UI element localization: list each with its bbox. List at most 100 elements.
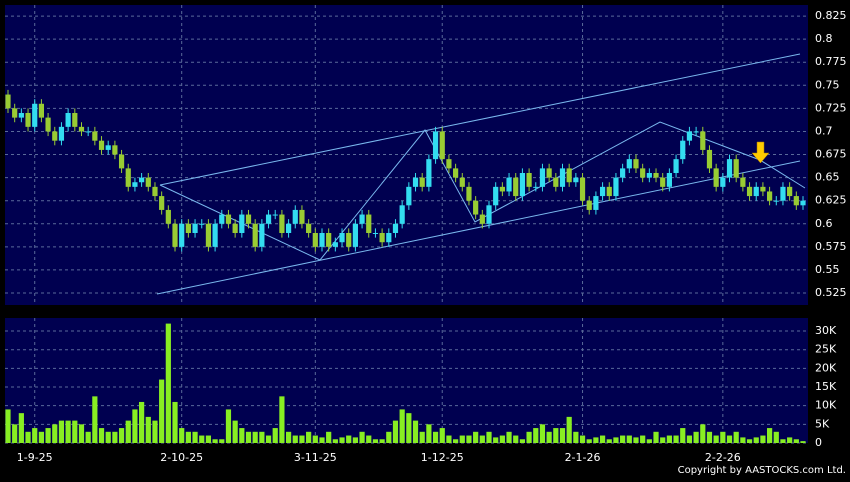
candle-body bbox=[666, 173, 672, 187]
volume-bar bbox=[65, 420, 71, 443]
x-tick-label: 2-2-26 bbox=[705, 451, 741, 464]
volume-bar bbox=[486, 431, 492, 443]
candle-body bbox=[626, 159, 632, 169]
candle-body bbox=[25, 113, 31, 127]
volume-bar bbox=[406, 413, 412, 443]
volume-bar bbox=[613, 437, 619, 443]
candle-body bbox=[720, 177, 726, 187]
candle-body bbox=[379, 233, 385, 243]
volume-bar bbox=[245, 431, 252, 443]
volume-bar bbox=[566, 416, 572, 443]
volume-tick-label: 20K bbox=[815, 361, 837, 374]
volume-bar bbox=[700, 424, 706, 443]
volume-bar bbox=[686, 435, 693, 443]
volume-bar bbox=[112, 431, 118, 443]
x-tick-label: 2-10-25 bbox=[160, 451, 203, 464]
candle-body bbox=[706, 149, 713, 169]
candle-body bbox=[5, 94, 11, 109]
candle-body bbox=[265, 214, 272, 224]
volume-bar bbox=[72, 420, 78, 443]
candle-body bbox=[132, 182, 138, 187]
volume-bar bbox=[773, 431, 779, 443]
candle-body bbox=[152, 186, 158, 197]
candle-body bbox=[352, 223, 358, 247]
volume-bar bbox=[793, 439, 799, 443]
candle-body bbox=[172, 223, 178, 247]
candle-body bbox=[513, 177, 519, 197]
candle-body bbox=[252, 223, 258, 247]
volume-bar bbox=[292, 435, 298, 443]
candle-body bbox=[740, 177, 746, 187]
candle-body bbox=[673, 159, 679, 173]
candle-body bbox=[139, 177, 145, 183]
candle-body bbox=[399, 205, 405, 224]
y-tick-label: 0.775 bbox=[815, 55, 847, 68]
candle-body bbox=[85, 131, 91, 133]
volume-bar bbox=[212, 439, 218, 443]
candle-body bbox=[660, 177, 666, 187]
volume-bar bbox=[499, 435, 505, 443]
volume-bar bbox=[185, 431, 191, 443]
volume-bar bbox=[573, 431, 579, 443]
candle-body bbox=[640, 168, 646, 178]
volume-bar bbox=[219, 439, 225, 443]
grid bbox=[5, 5, 808, 444]
candle-body bbox=[339, 233, 345, 243]
candle-body bbox=[486, 205, 492, 224]
candle-body bbox=[432, 131, 439, 160]
candle-body bbox=[599, 186, 606, 197]
volume-bar bbox=[459, 435, 465, 443]
candle-body bbox=[773, 200, 779, 202]
volume-bar bbox=[265, 435, 272, 443]
candle-body bbox=[125, 168, 131, 187]
candle-body bbox=[766, 191, 773, 201]
volume-bar bbox=[372, 439, 379, 443]
volume-bar bbox=[533, 428, 539, 443]
candle-body bbox=[493, 186, 499, 206]
candle-body bbox=[392, 223, 399, 233]
volume-bar bbox=[386, 431, 392, 443]
candle-body bbox=[192, 223, 198, 233]
candle-body bbox=[212, 223, 218, 247]
candle-body bbox=[579, 177, 586, 201]
volume-tick-label: 30K bbox=[815, 324, 837, 337]
volume-bar bbox=[800, 441, 806, 443]
y-tick-label: 0.725 bbox=[815, 101, 847, 114]
candle-body bbox=[332, 242, 338, 247]
candle-body bbox=[225, 214, 232, 224]
x-tick-label: 1-9-25 bbox=[17, 451, 53, 464]
candle-body bbox=[386, 233, 392, 243]
volume-bar bbox=[32, 428, 38, 443]
volume-bar bbox=[18, 413, 24, 443]
volume-bar bbox=[720, 431, 726, 443]
candle-body bbox=[366, 214, 372, 233]
volume-bar bbox=[152, 420, 158, 443]
volume-bar bbox=[653, 431, 659, 443]
volume-bar bbox=[12, 424, 18, 443]
candle-body bbox=[159, 196, 165, 210]
candle-body bbox=[760, 186, 766, 192]
candle-body bbox=[272, 214, 278, 216]
candle-body bbox=[780, 186, 786, 201]
candle-body bbox=[633, 159, 639, 169]
y-tick-label: 0.8 bbox=[815, 32, 833, 45]
copyright: Copyright by AASTOCKS.com Ltd. bbox=[678, 465, 846, 476]
candle-body bbox=[546, 168, 552, 178]
candle-body bbox=[566, 168, 572, 183]
candle-body bbox=[646, 173, 652, 178]
candle-body bbox=[12, 108, 18, 118]
volume-bar bbox=[559, 428, 566, 443]
volume-tick-label: 0 bbox=[815, 436, 822, 449]
volume-bar bbox=[780, 439, 786, 443]
candle-body bbox=[620, 168, 626, 178]
marks bbox=[5, 89, 806, 443]
candle-body bbox=[573, 177, 579, 183]
candle-body bbox=[499, 186, 505, 192]
volume-bar bbox=[506, 431, 512, 443]
candle-body bbox=[259, 223, 265, 247]
candle-body bbox=[613, 177, 619, 197]
candle-body bbox=[326, 233, 332, 247]
candle-body bbox=[686, 131, 693, 141]
volume-bar bbox=[706, 431, 713, 443]
candle-body bbox=[746, 186, 753, 197]
